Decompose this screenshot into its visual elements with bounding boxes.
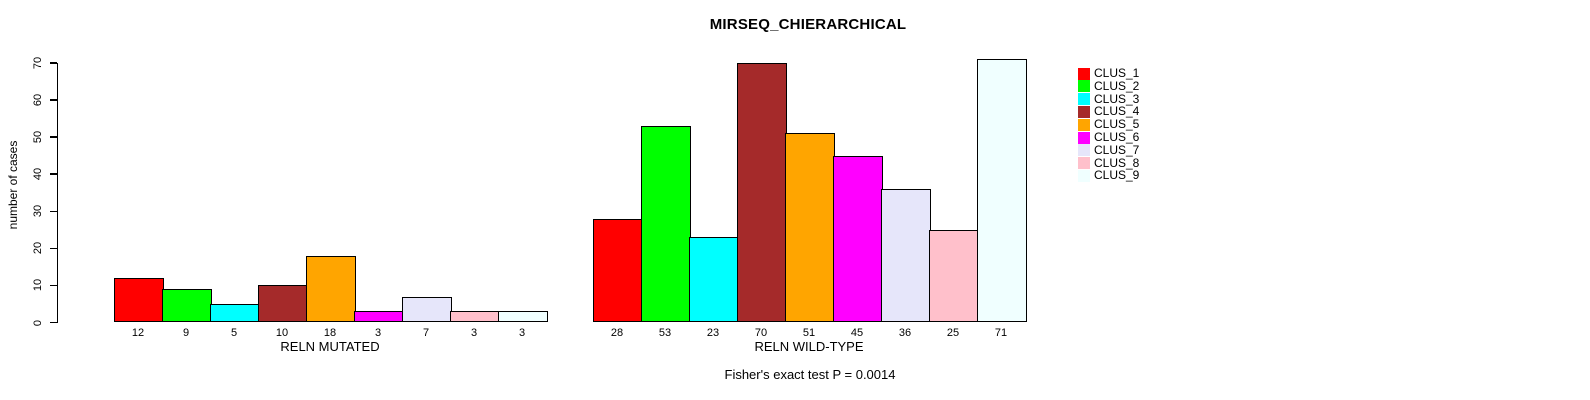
- bar-value-label: 12: [131, 327, 145, 339]
- bar-CLUS_8-mutated: [450, 311, 500, 323]
- y-axis-tick-label: 40: [32, 168, 44, 181]
- bar-CLUS_4-mutated: [258, 285, 308, 323]
- bar-value-label: 53: [658, 327, 672, 339]
- y-axis-tick-label: 60: [32, 93, 44, 107]
- bar-value-label: 25: [946, 327, 960, 339]
- bar-CLUS_2-mutated: [162, 289, 212, 323]
- chart-title: MIRSEQ_CHIERARCHICAL: [709, 16, 907, 33]
- bar-value-label: 3: [374, 327, 382, 339]
- bar-value-label: 70: [754, 327, 768, 339]
- bar-CLUS_6-mutated: [354, 311, 404, 323]
- bar-CLUS_5-mutated: [306, 255, 356, 323]
- bar-value-label: 28: [610, 327, 624, 339]
- legend-swatch-CLUS_6: [1078, 131, 1090, 144]
- bar-CLUS_9-mutated: [498, 311, 548, 323]
- legend-swatch-CLUS_4: [1078, 105, 1090, 118]
- bar-value-label: 18: [323, 327, 337, 339]
- y-axis-tick: [50, 136, 57, 138]
- y-axis-tick-label: 20: [32, 242, 44, 255]
- bar-value-label: 9: [182, 327, 190, 339]
- bar-CLUS_7-wildtype: [881, 189, 931, 323]
- legend-swatch-CLUS_2: [1078, 80, 1090, 93]
- legend-label-CLUS_2: CLUS_2: [1094, 78, 1140, 93]
- legend-label-CLUS_7: CLUS_7: [1094, 142, 1140, 157]
- legend-label-CLUS_6: CLUS_6: [1094, 130, 1140, 144]
- y-axis-label: number of cases: [6, 140, 20, 230]
- bar-CLUS_4-wildtype: [737, 63, 787, 323]
- legend-label-CLUS_4: CLUS_4: [1094, 104, 1140, 119]
- bar-CLUS_3-mutated: [210, 303, 260, 323]
- legend-label-CLUS_5: CLUS_5: [1094, 117, 1140, 132]
- bar-CLUS_5-wildtype: [785, 133, 835, 323]
- bar-value-label: 45: [850, 327, 864, 339]
- x-axis-label-wildtype: RELN WILD-TYPE: [754, 339, 864, 354]
- bar-CLUS_6-wildtype: [833, 155, 883, 323]
- bar-value-label: 71: [994, 327, 1008, 339]
- y-axis-tick: [50, 247, 57, 250]
- y-axis-tick: [50, 284, 57, 287]
- y-axis-tick: [50, 321, 57, 324]
- y-axis-line: [56, 62, 58, 323]
- legend-swatch-CLUS_8: [1078, 157, 1090, 170]
- x-axis-label-mutated: RELN MUTATED: [280, 339, 380, 354]
- legend-label-CLUS_9: CLUS_9: [1094, 168, 1140, 183]
- legend-swatch-CLUS_3: [1078, 93, 1090, 106]
- legend-swatch-CLUS_1: [1078, 67, 1090, 80]
- bar-value-label: 51: [802, 327, 816, 339]
- legend-swatch-CLUS_7: [1078, 144, 1090, 157]
- bar-value-label: 3: [470, 327, 478, 339]
- bar-CLUS_1-wildtype: [593, 218, 643, 323]
- y-axis-tick: [50, 210, 57, 213]
- y-axis-tick: [50, 173, 57, 175]
- legend-swatch-CLUS_5: [1078, 118, 1090, 131]
- bar-value-label: 3: [518, 327, 526, 339]
- legend-label-CLUS_8: CLUS_8: [1094, 155, 1140, 170]
- bar-CLUS_7-mutated: [402, 296, 452, 323]
- y-axis-tick: [50, 62, 57, 64]
- y-axis-tick-label: 0: [32, 319, 44, 326]
- legend-label-CLUS_1: CLUS_1: [1094, 66, 1140, 80]
- bar-value-label: 7: [422, 327, 430, 339]
- bar-CLUS_2-wildtype: [641, 126, 691, 323]
- bar-CLUS_9-wildtype: [977, 59, 1027, 323]
- bar-value-label: 23: [706, 327, 720, 339]
- bar-CLUS_8-wildtype: [929, 229, 979, 323]
- bar-value-label: 5: [230, 327, 238, 339]
- fisher-test-annotation: Fisher's exact test P = 0.0014: [724, 367, 896, 382]
- y-axis-tick-label: 50: [32, 131, 44, 144]
- legend-label-CLUS_3: CLUS_3: [1094, 91, 1140, 106]
- bar-CLUS_1-mutated: [114, 278, 164, 323]
- legend-swatch-CLUS_9: [1078, 169, 1090, 182]
- y-axis-tick-label: 10: [32, 279, 44, 292]
- y-axis-tick: [50, 99, 57, 101]
- bar-value-label: 36: [898, 327, 912, 339]
- y-axis-tick-label: 70: [32, 56, 44, 70]
- bar-CLUS_3-wildtype: [689, 237, 739, 323]
- y-axis-tick-label: 30: [32, 205, 44, 218]
- bar-value-label: 10: [275, 327, 289, 339]
